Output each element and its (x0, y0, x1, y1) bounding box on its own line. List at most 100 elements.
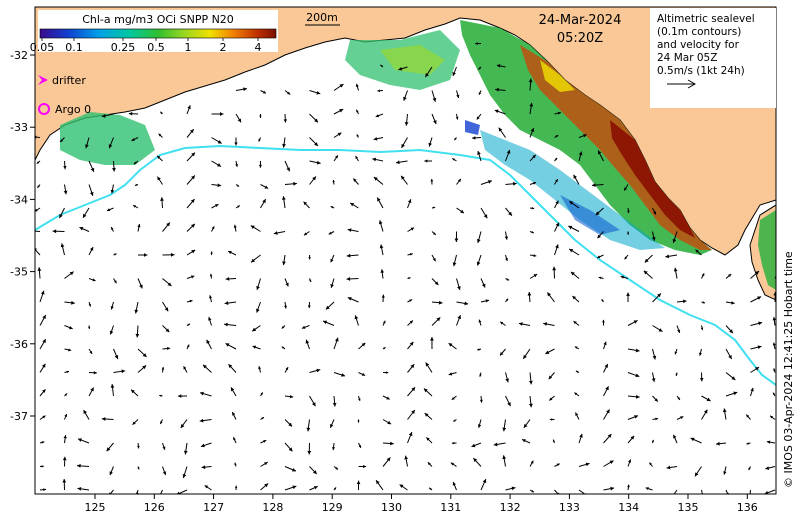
velocity-arrow-head (285, 282, 289, 287)
velocity-arrow (749, 489, 751, 494)
colorbar-title: Chl-a mg/m3 OCi SNPP N20 (82, 13, 234, 26)
velocity-arrow-head (723, 471, 727, 475)
velocity-arrow-head (598, 276, 602, 280)
colorbar-tick-label: 0.25 (111, 41, 136, 54)
velocity-arrow-head (350, 202, 355, 207)
velocity-arrow-head (578, 151, 583, 156)
velocity-arrow-head (398, 66, 403, 71)
velocity-arrow-head (457, 315, 461, 320)
velocity-arrow-head (167, 282, 172, 287)
velocity-arrow-head (478, 319, 482, 323)
velocity-arrow-head (64, 393, 68, 396)
velocity-arrow-head (82, 213, 87, 218)
velocity-arrow-head (568, 225, 573, 230)
velocity-arrow-head (583, 134, 587, 138)
velocity-arrow-head (579, 433, 583, 438)
velocity-arrow-head (158, 133, 162, 137)
velocity-arrow-head (191, 249, 196, 254)
velocity-arrow-head (529, 102, 534, 107)
velocity-arrow-head (731, 301, 735, 305)
velocity-arrow-head (162, 446, 166, 450)
velocity-arrow-head (425, 362, 430, 367)
velocity-arrow-head (237, 205, 240, 208)
velocity-arrow-head (341, 373, 346, 377)
velocity-arrow-head (773, 368, 776, 371)
velocity-arrow-head (200, 391, 204, 396)
velocity-arrow-head (427, 462, 431, 466)
velocity-arrow-head (190, 275, 195, 279)
velocity-arrow-head (273, 231, 278, 235)
velocity-arrow-head (157, 155, 161, 159)
velocity-arrow-head (673, 267, 678, 272)
velocity-arrow-head (42, 415, 46, 419)
velocity-arrow-head (128, 111, 133, 116)
velocity-arrow-head (160, 421, 163, 425)
velocity-arrow-head (401, 143, 405, 148)
velocity-arrow-head (110, 306, 114, 310)
velocity-arrow-head (262, 90, 266, 94)
velocity-arrow-head (399, 484, 404, 489)
x-tick-label: 135 (678, 501, 699, 514)
velocity-arrow-head (610, 486, 615, 491)
velocity-arrow-head (511, 486, 516, 491)
velocity-arrow-head (748, 467, 751, 471)
velocity-arrow-head (770, 415, 774, 419)
velocity-arrow-head (176, 491, 180, 494)
velocity-arrow-head (554, 157, 558, 161)
velocity-arrow-head (236, 184, 240, 187)
velocity-arrow-head (234, 485, 238, 489)
y-tick-label: -35 (10, 266, 28, 279)
credit-label: © IMOS 03-Apr-2024 12:41:25 Hobart time (782, 251, 795, 488)
velocity-arrow-head (137, 445, 140, 449)
velocity-arrow-head (355, 83, 359, 87)
velocity-arrow-head (432, 97, 437, 102)
y-tick-label: -34 (10, 193, 28, 206)
velocity-arrow-head (187, 105, 191, 110)
velocity-arrow-head (757, 345, 762, 350)
velocity-arrow-head (451, 396, 455, 400)
velocity-arrow-head (377, 197, 381, 202)
velocity-arrow-head (258, 138, 261, 142)
x-tick-label: 136 (737, 501, 758, 514)
velocity-arrow-head (380, 269, 385, 273)
velocity-arrow-head (404, 455, 409, 460)
velocity-arrow-head (585, 462, 590, 467)
velocity-arrow-head (225, 276, 230, 281)
velocity-arrow-head (674, 351, 678, 355)
velocity-arrow-head (307, 450, 312, 455)
velocity-arrow-head (36, 161, 40, 164)
velocity-arrow-head (182, 473, 187, 478)
velocity-arrow-head (112, 167, 116, 172)
velocity-arrow-head (113, 280, 117, 284)
velocity-arrow-head (258, 366, 262, 370)
velocity-arrow-head (573, 321, 577, 325)
colorbar-tick-label: 0.1 (65, 41, 83, 54)
velocity-arrow-head (68, 325, 73, 330)
x-tick-label: 128 (262, 501, 283, 514)
velocity-arrow-head (282, 143, 286, 148)
velocity-arrow-head (464, 301, 469, 306)
velocity-arrow-head (483, 214, 488, 219)
velocity-arrow-head (164, 307, 169, 312)
velocity-arrow-head (235, 164, 239, 167)
velocity-arrow-head (755, 270, 760, 275)
drifter-icon (38, 75, 48, 85)
velocity-arrow-head (323, 320, 328, 325)
velocity-arrow-head (635, 348, 640, 353)
x-tick-label: 133 (559, 501, 580, 514)
velocity-arrow-head (602, 319, 605, 323)
velocity-arrow-head (114, 355, 119, 360)
colorbar-tick-label: 2 (220, 41, 227, 54)
velocity-arrow-head (452, 262, 457, 267)
velocity-arrow (578, 489, 586, 494)
velocity-arrow (109, 489, 114, 494)
velocity-arrow-head (677, 329, 681, 333)
velocity-arrow-head (206, 339, 210, 344)
velocity-arrow-head (476, 116, 480, 120)
velocity-arrow-head (548, 375, 553, 380)
velocity-arrow-head (347, 228, 352, 233)
velocity-arrow-head (428, 142, 432, 147)
velocity-arrow-head (77, 463, 81, 468)
velocity-arrow-head (62, 478, 67, 483)
velocity-arrow-head (289, 394, 294, 399)
